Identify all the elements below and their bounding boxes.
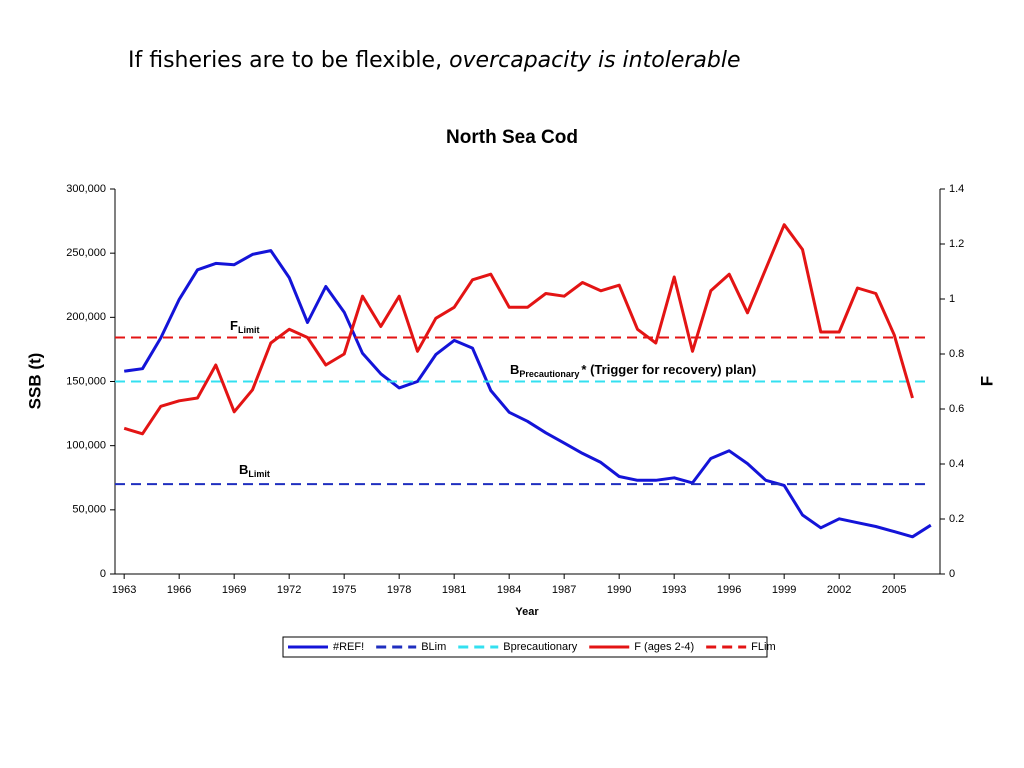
y2-tick-label: 0.6 [949,403,964,415]
x-tick-label: 1987 [552,584,576,596]
slide-title-text: If fisheries are to be flexible, [128,48,449,73]
y-tick-label: 150,000 [66,375,106,387]
legend-label: Bprecautionary [503,641,577,653]
x-axis-label: Year [515,606,539,618]
x-tick-label: 1966 [167,584,191,596]
legend-label: F (ages 2-4) [634,641,694,653]
x-tick-label: 1984 [497,584,521,596]
y2-tick-label: 1 [949,293,955,305]
annotation-main: B [239,462,248,477]
annotation: FLimit [230,318,259,335]
legend-label: #REF! [333,641,364,653]
y-axis-label: SSB (t) [25,353,44,410]
y-tick-label: 250,000 [66,247,106,259]
x-tick-label: 1972 [277,584,301,596]
y2-tick-label: 0.2 [949,513,964,525]
y2-axis-label: F [977,376,996,386]
chart-title: North Sea Cod [446,127,578,148]
annotation-sub: Limit [248,469,270,479]
slide-title: If fisheries are to be flexible, overcap… [128,48,741,73]
y2-tick-label: 0 [949,568,955,580]
y-tick-label: 200,000 [66,311,106,323]
annotation-rest: * (Trigger for recovery) plan) [581,362,756,377]
x-tick-label: 1981 [442,584,466,596]
y-tick-label: 300,000 [66,183,106,195]
x-tick-label: 1975 [332,584,356,596]
x-tick-label: 1978 [387,584,411,596]
slide-title-emphasis: overcapacity is intolerable [449,48,740,73]
data-line [123,249,932,539]
annotation-sub: Precautionary [519,369,579,379]
y-tick-label: 0 [100,568,106,580]
y2-tick-label: 1.4 [949,183,964,195]
x-tick-label: 1996 [717,584,741,596]
y2-tick-label: 1.2 [949,238,964,250]
y-tick-label: 100,000 [66,440,106,452]
annotation-main: B [510,362,519,377]
y2-tick-label: 0.8 [949,348,964,360]
x-tick-label: 1999 [772,584,796,596]
x-tick-label: 1969 [222,584,246,596]
data-line [123,223,914,436]
x-tick-label: 2005 [882,584,906,596]
x-tick-label: 2002 [827,584,851,596]
y2-tick-label: 0.4 [949,458,964,470]
annotation-main: F [230,318,238,333]
y-tick-label: 50,000 [72,504,106,516]
annotation-sub: Limit [238,325,260,335]
x-tick-label: 1993 [662,584,686,596]
x-tick-label: 1990 [607,584,631,596]
legend-label: FLim [751,641,775,653]
annotation: BLimit [239,462,270,479]
annotation: BPrecautionary * (Trigger for recovery) p… [510,362,756,379]
legend-label: BLim [421,641,446,653]
x-tick-label: 1963 [112,584,136,596]
legend-box [282,636,768,658]
